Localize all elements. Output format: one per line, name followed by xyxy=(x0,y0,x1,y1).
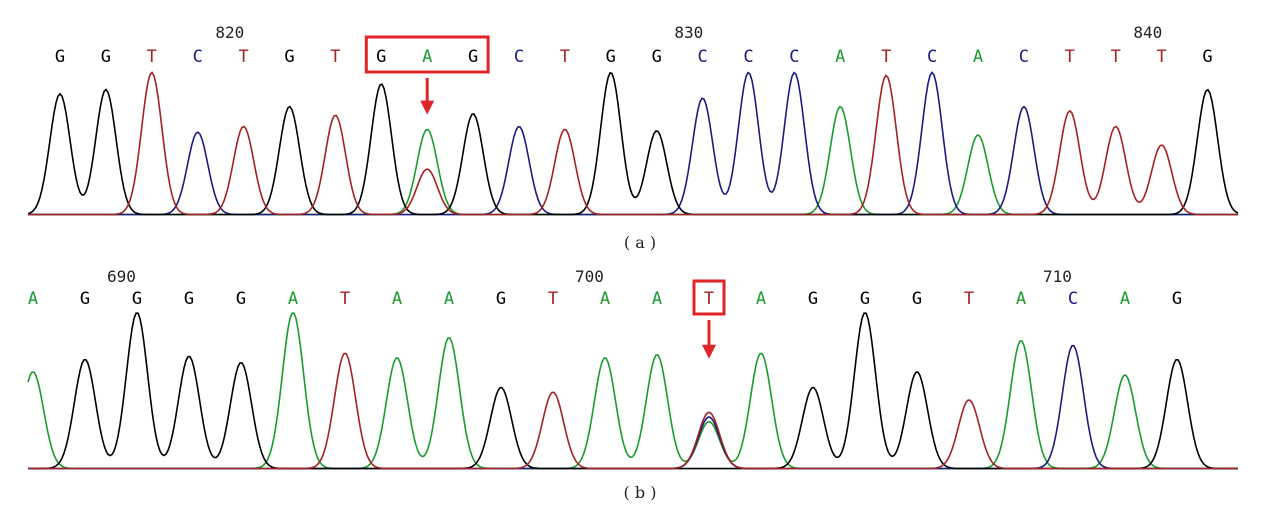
base-call: C xyxy=(927,47,937,67)
base-call: A xyxy=(652,289,662,309)
base-call: C xyxy=(193,47,203,67)
panel-a-caption: ( a ) xyxy=(624,233,656,252)
base-call: G xyxy=(606,47,616,67)
position-label: 840 xyxy=(1133,23,1162,42)
trace-T xyxy=(28,352,1238,470)
base-call: C xyxy=(514,47,524,67)
base-call: T xyxy=(340,289,350,309)
mutation-arrow-head xyxy=(702,344,716,359)
chromatogram-panel-a: G G T C T G T G A G C T G G C C C A T C A C T T T G 820 830 840 ( a… xyxy=(27,23,1239,252)
panel-b-caption: ( b ) xyxy=(624,483,657,502)
position-label: 710 xyxy=(1043,267,1072,286)
base-call: C xyxy=(1019,47,1029,67)
base-call: G xyxy=(376,47,386,67)
position-label: 830 xyxy=(674,23,703,42)
panel-a-mutation-marker xyxy=(364,35,490,115)
trace-T xyxy=(28,71,1238,216)
base-call: T xyxy=(964,289,974,309)
position-label: 690 xyxy=(107,267,136,286)
panel-a-traces xyxy=(27,71,1239,216)
mutation-arrow-head xyxy=(420,100,435,115)
base-call: G xyxy=(808,289,818,309)
base-call: C xyxy=(1068,289,1078,309)
panel-b-traces xyxy=(27,312,1238,470)
position-label: 700 xyxy=(575,267,604,286)
base-call: G xyxy=(55,47,65,67)
base-call: A xyxy=(973,47,983,67)
base-call: T xyxy=(881,47,891,67)
base-call: T xyxy=(560,47,570,67)
base-call: A xyxy=(1016,289,1026,309)
base-call: G xyxy=(132,289,142,309)
base-call: G xyxy=(80,289,90,309)
base-call: G xyxy=(284,47,294,67)
trace-A xyxy=(28,105,1238,216)
base-call: C xyxy=(743,47,753,67)
base-call: T xyxy=(548,289,558,309)
mutation-highlight-box xyxy=(692,279,726,316)
base-call: A xyxy=(1120,289,1130,309)
panel-b-position-labels: 690 700 710 xyxy=(107,267,1072,286)
panel-a-position-labels: 820 830 840 xyxy=(215,23,1162,42)
base-call: G xyxy=(860,289,870,309)
base-call: A xyxy=(288,289,298,309)
base-call: A xyxy=(28,289,38,309)
base-call: G xyxy=(496,289,506,309)
trace-G xyxy=(28,312,1238,470)
base-call: T xyxy=(330,47,340,67)
base-call: G xyxy=(652,47,662,67)
base-call: A xyxy=(835,47,845,67)
base-call: G xyxy=(468,47,478,67)
base-call: T xyxy=(1111,47,1121,67)
base-call: A xyxy=(756,289,766,309)
trace-A xyxy=(27,312,1238,470)
mutation-highlight-box xyxy=(364,35,490,74)
base-call: T xyxy=(238,47,248,67)
base-call: G xyxy=(101,47,111,67)
base-call: A xyxy=(600,289,610,309)
base-call: A xyxy=(444,289,454,309)
base-call: C xyxy=(789,47,799,67)
base-call: G xyxy=(236,289,246,309)
panel-b-mutation-marker xyxy=(692,279,726,359)
base-call: T xyxy=(1156,47,1166,67)
base-call: G xyxy=(912,289,922,309)
trace-G xyxy=(27,71,1239,216)
base-call: G xyxy=(184,289,194,309)
base-call: C xyxy=(697,47,707,67)
base-call: A xyxy=(392,289,402,309)
chromatogram-panel-b: A G G G G A T A A G T A A T A G G G T A C A G 690 700 710 ( b ) xyxy=(27,267,1238,502)
base-call: T xyxy=(1065,47,1075,67)
position-label: 820 xyxy=(215,23,244,42)
base-call: G xyxy=(1172,289,1182,309)
base-call: G xyxy=(1202,47,1212,67)
base-call: T xyxy=(704,289,714,309)
trace-C xyxy=(28,71,1238,216)
base-call: A xyxy=(422,47,432,67)
base-call: T xyxy=(147,47,157,67)
